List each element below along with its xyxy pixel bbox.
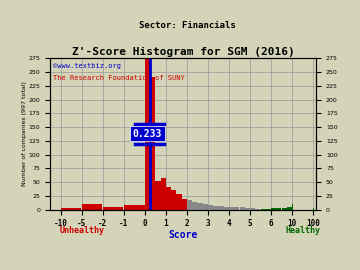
Bar [150, 77, 155, 210]
Bar [187, 200, 192, 210]
Bar [282, 208, 287, 210]
X-axis label: Score: Score [168, 230, 198, 240]
Bar [255, 208, 260, 210]
Text: The Research Foundation of SUNY: The Research Foundation of SUNY [53, 75, 185, 81]
Text: Unhealthy: Unhealthy [59, 226, 104, 235]
Bar [245, 208, 250, 210]
Bar [208, 205, 213, 210]
Text: Healthy: Healthy [285, 226, 320, 235]
Bar [171, 190, 176, 210]
Bar [176, 194, 181, 210]
Bar [219, 206, 224, 210]
Bar [234, 207, 239, 210]
Bar [213, 206, 218, 210]
Bar [61, 208, 81, 210]
Bar [161, 178, 166, 210]
Bar [287, 207, 292, 210]
Bar [203, 204, 208, 210]
Text: 0.233: 0.233 [133, 129, 162, 139]
Bar [271, 208, 276, 210]
Bar [145, 58, 150, 210]
Bar [82, 204, 103, 210]
Bar [239, 207, 245, 210]
Bar [261, 208, 266, 210]
Text: Sector: Financials: Sector: Financials [139, 21, 235, 30]
Bar [250, 208, 255, 210]
Bar [192, 202, 197, 210]
Bar [266, 208, 271, 210]
Bar [103, 207, 123, 210]
Bar [224, 207, 229, 210]
Text: ©www.textbiz.org: ©www.textbiz.org [53, 63, 121, 69]
Bar [124, 205, 144, 210]
Bar [156, 181, 161, 210]
Title: Z'-Score Histogram for SGM (2016): Z'-Score Histogram for SGM (2016) [72, 48, 294, 58]
Bar [229, 207, 234, 210]
Bar [276, 208, 282, 210]
Bar [166, 187, 171, 210]
Bar [198, 203, 203, 210]
Y-axis label: Number of companies (997 total): Number of companies (997 total) [22, 82, 27, 186]
Bar [182, 199, 187, 210]
